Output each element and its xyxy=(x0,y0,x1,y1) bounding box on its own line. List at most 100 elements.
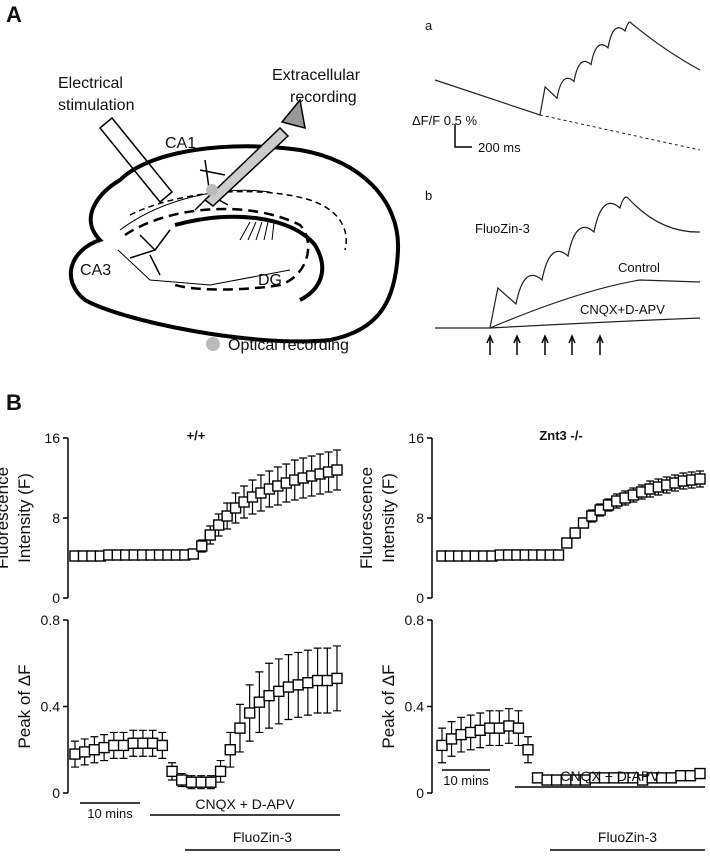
arrow-head xyxy=(596,334,604,344)
arrow-head xyxy=(568,334,576,344)
arrow-head xyxy=(486,334,494,344)
y-tick-label: 8 xyxy=(416,510,424,526)
y-axis-label: Intensity (F) xyxy=(15,473,34,563)
data-point xyxy=(665,772,678,784)
data-point xyxy=(552,549,565,561)
traces xyxy=(434,21,701,329)
trace xyxy=(489,317,701,329)
y-tick-label: 0 xyxy=(416,785,424,801)
trace-label: Control xyxy=(618,260,660,275)
data-point xyxy=(212,519,225,531)
data-point xyxy=(436,739,448,752)
label: Electrical xyxy=(58,75,123,92)
y-axis-label: Peak of ΔF xyxy=(15,664,34,748)
data-point xyxy=(156,739,169,752)
y-axis-label: Peak of ΔF xyxy=(379,664,398,748)
data-point xyxy=(253,696,266,708)
y-tick-label: 0.4 xyxy=(405,699,425,715)
label: DG xyxy=(258,272,282,289)
data-point xyxy=(503,720,515,732)
data-point xyxy=(204,529,216,541)
data-point xyxy=(569,527,581,539)
chart-title: Znt3 -/- xyxy=(539,428,582,443)
data-point xyxy=(282,681,295,693)
data-point xyxy=(88,744,101,756)
data-point xyxy=(108,739,120,752)
data-point xyxy=(214,765,227,778)
sub-label: a xyxy=(425,18,433,33)
optical-icon xyxy=(206,337,220,351)
data-point xyxy=(331,464,343,476)
data-point xyxy=(474,724,486,736)
data-point xyxy=(321,674,333,687)
data-point xyxy=(577,517,590,529)
data-point xyxy=(512,722,525,734)
data-point xyxy=(455,728,467,741)
scale-bar-label: 10 mins xyxy=(87,806,133,821)
recording-site xyxy=(206,184,218,196)
y-tick-label: 0 xyxy=(416,590,424,606)
y-axis-label: Intensity (F) xyxy=(379,473,398,563)
data-point xyxy=(675,770,687,782)
data-point xyxy=(331,672,343,685)
treatment-label: CNQX + D-APV xyxy=(560,768,660,784)
panel-label: A xyxy=(6,2,22,27)
scale-bar-label: 10 mins xyxy=(443,773,489,788)
y-tick-label: 0.4 xyxy=(41,699,61,715)
data-point xyxy=(69,748,81,760)
chart-title: +/+ xyxy=(187,428,206,443)
y-tick-label: 16 xyxy=(44,430,60,446)
sub-label: b xyxy=(425,188,432,203)
y-axis-label: Fluorescence xyxy=(0,467,12,569)
scale-label: 200 ms xyxy=(478,140,521,155)
data-point xyxy=(79,746,91,758)
trace-label: FluoZin-3 xyxy=(475,221,530,236)
data-point xyxy=(205,776,217,788)
data-point xyxy=(561,537,573,549)
data-point xyxy=(522,744,534,756)
data-point xyxy=(311,674,324,687)
baseline-extrapolation xyxy=(539,114,701,151)
y-tick-label: 0.8 xyxy=(405,612,425,628)
data-point xyxy=(146,737,159,749)
label: Optical recording xyxy=(228,337,349,354)
data-point xyxy=(493,722,506,734)
data-point xyxy=(531,772,544,784)
data-point xyxy=(185,776,198,788)
label: stimulation xyxy=(58,97,134,114)
data-point xyxy=(117,739,130,752)
data-point xyxy=(176,774,188,786)
data-point xyxy=(234,722,246,734)
label: CA1 xyxy=(165,135,196,152)
arrow-head xyxy=(513,334,521,344)
y-tick-label: 8 xyxy=(52,510,60,526)
label: CA3 xyxy=(80,262,111,279)
y-tick-label: 0.8 xyxy=(41,612,61,628)
y-tick-label: 0 xyxy=(52,785,60,801)
label: Extracellular xyxy=(272,67,361,84)
data-point xyxy=(137,737,149,749)
data-point xyxy=(273,685,285,698)
data-point xyxy=(302,677,314,689)
label: recording xyxy=(290,89,357,106)
y-tick-label: 16 xyxy=(408,430,424,446)
data-point xyxy=(195,776,207,788)
data-point xyxy=(263,689,275,702)
data-point xyxy=(694,473,706,485)
scale-label: ΔF/F 0.5 % xyxy=(412,113,477,128)
trace xyxy=(434,21,701,116)
data-point xyxy=(98,741,110,754)
treatment-label: FluoZin-3 xyxy=(233,829,292,845)
data-point xyxy=(694,767,706,780)
trace xyxy=(435,196,701,329)
y-axis-label: Fluorescence xyxy=(357,467,376,569)
data-point xyxy=(292,679,304,691)
data-point xyxy=(484,722,496,734)
panel-label: B xyxy=(6,390,22,415)
data-point xyxy=(229,502,242,514)
treatment-label: CNQX + D-APV xyxy=(195,796,295,812)
stimulus-arrows xyxy=(486,334,604,355)
data-point xyxy=(224,744,236,756)
